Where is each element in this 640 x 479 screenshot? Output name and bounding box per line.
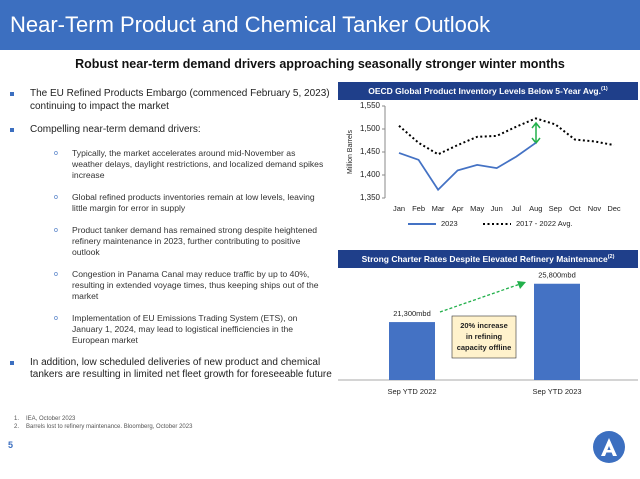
bullet-text: Compelling near-term demand drivers: xyxy=(30,124,201,135)
bar-chart: Strong Charter Rates Despite Elevated Re… xyxy=(338,250,638,396)
value-label: 21,300mbd xyxy=(393,309,431,318)
y-tick-label: 1,500 xyxy=(360,124,381,133)
x-tick-label: May xyxy=(470,204,484,213)
chart-title-text: OECD Global Product Inventory Levels Bel… xyxy=(368,86,601,96)
sub-bullet: Typically, the market accelerates around… xyxy=(30,148,327,181)
x-tick-label: Sep xyxy=(549,204,562,213)
bar xyxy=(389,322,435,380)
sub-bullet: Global refined products inventories rema… xyxy=(30,192,327,214)
chart-title: Strong Charter Rates Despite Elevated Re… xyxy=(362,254,615,264)
x-tick-label: Feb xyxy=(412,204,425,213)
footnote-text: IEA, October 2023 xyxy=(26,416,76,422)
bullet-text: In addition, low scheduled deliveries of… xyxy=(30,356,332,381)
x-tick-label: Sep YTD 2022 xyxy=(387,387,436,396)
x-tick-label: Jul xyxy=(511,204,521,213)
x-tick-label: Apr xyxy=(452,204,464,213)
page-number: 5 xyxy=(8,440,14,450)
logo xyxy=(593,431,625,463)
chart-title-note: (2) xyxy=(608,254,615,260)
annotation: capacity offline xyxy=(457,343,512,352)
sub-bullet: Congestion in Panama Canal may reduce tr… xyxy=(30,269,327,302)
y-tick-label: 1,450 xyxy=(360,147,381,156)
legend-label: 2017 - 2022 Avg. xyxy=(516,219,573,228)
footnote: 1. IEA, October 2023 xyxy=(14,416,192,422)
y-tick-label: 1,400 xyxy=(360,170,381,179)
x-tick-label: Mar xyxy=(432,204,445,213)
header-bar: Near-Term Product and Chemical Tanker Ou… xyxy=(0,0,640,50)
y-tick-label: 1,550 xyxy=(360,101,381,110)
bullet: Compelling near-term demand drivers: Typi… xyxy=(8,124,338,346)
trend-arrow xyxy=(439,282,524,313)
gap-arrow xyxy=(531,121,541,145)
footnote-number: 1. xyxy=(14,416,20,422)
chart-title-note: (1) xyxy=(601,86,608,92)
x-tick-label: Dec xyxy=(607,204,621,213)
sub-bullet: Product tanker demand has remained stron… xyxy=(30,225,327,258)
footnote-text: Barrels lost to refinery maintenance. Bl… xyxy=(26,424,193,430)
y-axis-label: Million Barrels xyxy=(347,130,354,174)
x-tick-label: Jun xyxy=(491,204,503,213)
x-tick-label: Aug xyxy=(529,204,542,213)
footnotes: 1. IEA, October 2023 2. Barrels lost to ref… xyxy=(14,416,192,432)
bullet-list: The EU Refined Products Embargo (commenc… xyxy=(8,88,338,393)
chart-title: OECD Global Product Inventory Levels Bel… xyxy=(368,86,608,96)
slide-title: Near-Term Product and Chemical Tanker Ou… xyxy=(10,12,491,37)
annotation: 20% increase xyxy=(460,321,508,330)
subtitle: Robust near-term demand drivers approach… xyxy=(75,57,565,71)
line-chart: OECD Global Product Inventory Levels Bel… xyxy=(338,82,638,228)
value-label: 25,800mbd xyxy=(538,271,576,280)
x-tick-label: Nov xyxy=(588,204,602,213)
sub-bullet: Implementation of EU Emissions Trading S… xyxy=(30,313,327,346)
chart-header xyxy=(338,250,638,268)
chart-title-text: Strong Charter Rates Despite Elevated Re… xyxy=(362,254,608,264)
bullet: The EU Refined Products Embargo (commenc… xyxy=(8,88,338,113)
bullet: In addition, low scheduled deliveries of… xyxy=(8,357,338,382)
bullet-text: The EU Refined Products Embargo (commenc… xyxy=(30,88,330,112)
legend-label: 2023 xyxy=(441,219,458,228)
x-tick-label: Oct xyxy=(569,204,582,213)
y-tick-label: 1,350 xyxy=(360,193,381,202)
arrow-head xyxy=(517,281,526,289)
chart-header xyxy=(338,82,638,100)
annotation-box xyxy=(451,315,517,359)
series-line xyxy=(398,117,615,156)
x-tick-label: Jan xyxy=(393,204,405,213)
series-line xyxy=(398,142,537,192)
bar xyxy=(534,283,580,380)
x-tick-label: Sep YTD 2023 xyxy=(532,387,581,396)
footnote-number: 2. xyxy=(14,424,20,430)
footnote: 2. Barrels lost to refinery maintenance. … xyxy=(14,424,192,430)
annotation: in refining xyxy=(466,332,503,341)
